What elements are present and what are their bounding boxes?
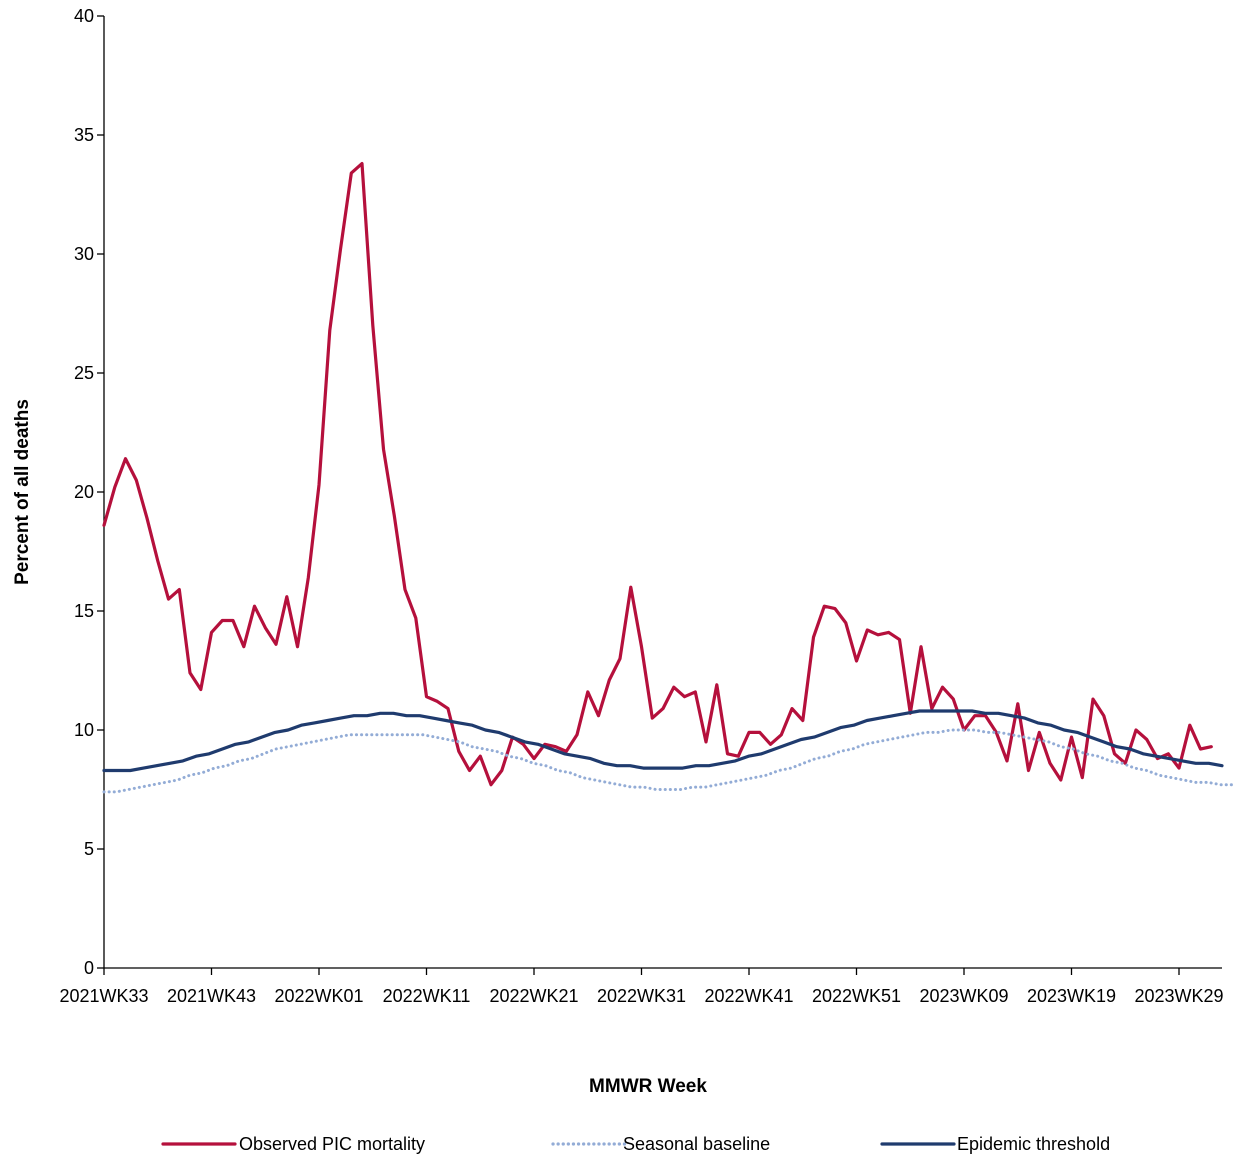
x-tick-label: 2023WK09 [919, 986, 1008, 1006]
y-tick-label: 25 [74, 363, 94, 383]
x-tick-label: 2022WK21 [489, 986, 578, 1006]
legend-item: Epidemic threshold [880, 1134, 1110, 1154]
y-axis-title: Percent of all deaths [12, 399, 33, 585]
y-tick-label: 35 [74, 125, 94, 145]
x-axis-title: MMWR Week [589, 1076, 707, 1097]
legend-label: Epidemic threshold [957, 1134, 1110, 1154]
y-tick-label: 0 [84, 958, 94, 978]
y-tick-label: 20 [74, 482, 94, 502]
series-line-epidemic-threshold [102, 709, 1224, 773]
y-tick-label: 10 [74, 720, 94, 740]
x-tick-label: 2022WK31 [597, 986, 686, 1006]
x-tick-label: 2023WK29 [1134, 986, 1223, 1006]
series-line-observed-pic-mortality [102, 162, 1213, 787]
legend-item: Seasonal baseline [551, 1134, 770, 1154]
x-tick-label: 2021WK33 [59, 986, 148, 1006]
y-tick-label: 30 [74, 244, 94, 264]
y-tick-label: 40 [74, 6, 94, 26]
x-tick-label: 2022WK41 [704, 986, 793, 1006]
axes: 0 5 10 15 20 25 30 35 40 2021WK33 2021WK43 2022WK01… [59, 6, 1223, 1006]
legend-item: Observed PIC mortality [161, 1134, 425, 1154]
legend-label: Seasonal baseline [623, 1134, 770, 1154]
x-tick-label: 2022WK51 [812, 986, 901, 1006]
series-line-seasonal-baseline [102, 728, 1235, 794]
x-tick-label: 2021WK43 [167, 986, 256, 1006]
x-tick-label: 2023WK19 [1027, 986, 1116, 1006]
x-tick-label: 2022WK11 [383, 986, 471, 1006]
legend: Observed PIC mortality Seasonal baseline E… [161, 1134, 1110, 1154]
y-tick-label: 15 [74, 601, 94, 621]
x-tick-label: 2022WK01 [274, 986, 363, 1006]
plot-area [102, 162, 1235, 794]
y-tick-label: 5 [84, 839, 94, 859]
legend-label: Observed PIC mortality [239, 1134, 425, 1154]
